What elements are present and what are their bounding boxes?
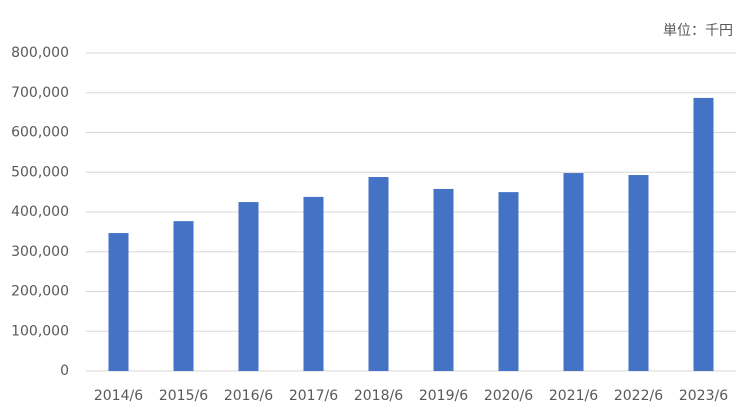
x-tick-label: 2016/6 [224,388,273,404]
x-tick-label: 2023/6 [679,388,728,404]
y-tick-label: 0 [60,363,69,379]
bar [693,97,714,371]
bar [108,233,129,371]
y-tick-label: 800,000 [11,45,69,61]
bar [433,188,454,371]
y-tick-label: 700,000 [11,85,69,101]
x-tick-label: 2019/6 [419,388,468,404]
bar [303,196,324,371]
y-tick-label: 200,000 [11,284,69,300]
x-tick-label: 2014/6 [94,388,143,404]
bar [173,221,194,371]
y-tick-label: 400,000 [11,204,69,220]
y-tick-label: 600,000 [11,125,69,141]
y-tick-label: 500,000 [11,164,69,180]
bar [368,177,389,371]
x-tick-label: 2021/6 [549,388,598,404]
x-tick-label: 2017/6 [289,388,338,404]
unit-annotation: 単位：千円 [663,23,733,39]
y-tick-label: 100,000 [11,323,69,339]
bar [498,192,519,371]
x-tick-label: 2018/6 [354,388,403,404]
x-tick-label: 2020/6 [484,388,533,404]
bar [238,202,259,371]
x-tick-label: 2015/6 [159,388,208,404]
y-tick-label: 300,000 [11,244,69,260]
bar [628,175,649,371]
bar [563,173,584,371]
x-tick-label: 2022/6 [614,388,663,404]
